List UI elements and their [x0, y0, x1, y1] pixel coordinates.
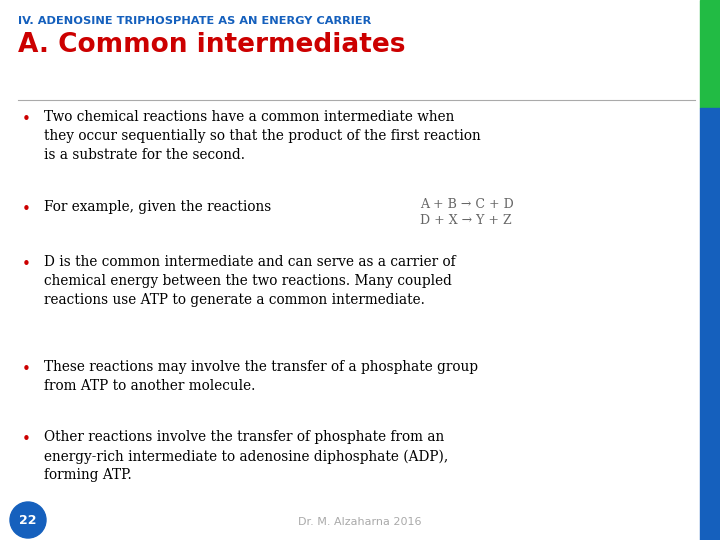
Circle shape [10, 502, 46, 538]
Text: Dr. M. Alzaharna 2016: Dr. M. Alzaharna 2016 [298, 517, 422, 527]
Text: •: • [22, 112, 31, 127]
Text: A + B → C + D: A + B → C + D [420, 198, 514, 211]
Text: 22: 22 [19, 514, 37, 526]
Text: For example, given the reactions: For example, given the reactions [44, 200, 271, 214]
Text: IV. ADENOSINE TRIPHOSPHATE AS AN ENERGY CARRIER: IV. ADENOSINE TRIPHOSPHATE AS AN ENERGY … [18, 16, 372, 26]
Text: D + X → Y + Z: D + X → Y + Z [420, 214, 512, 227]
Text: Other reactions involve the transfer of phosphate from an
energy-rich intermedia: Other reactions involve the transfer of … [44, 430, 449, 482]
Text: •: • [22, 257, 31, 272]
Text: These reactions may involve the transfer of a phosphate group
from ATP to anothe: These reactions may involve the transfer… [44, 360, 478, 393]
Text: D is the common intermediate and can serve as a carrier of
chemical energy betwe: D is the common intermediate and can ser… [44, 255, 456, 307]
Bar [700, 0, 720, 108]
Text: •: • [22, 202, 31, 217]
Text: A. Common intermediates: A. Common intermediates [18, 32, 405, 58]
Text: •: • [22, 362, 31, 377]
Text: •: • [22, 432, 31, 447]
Text: Two chemical reactions have a common intermediate when
they occur sequentially s: Two chemical reactions have a common int… [44, 110, 481, 162]
Bar [700, 108, 720, 540]
